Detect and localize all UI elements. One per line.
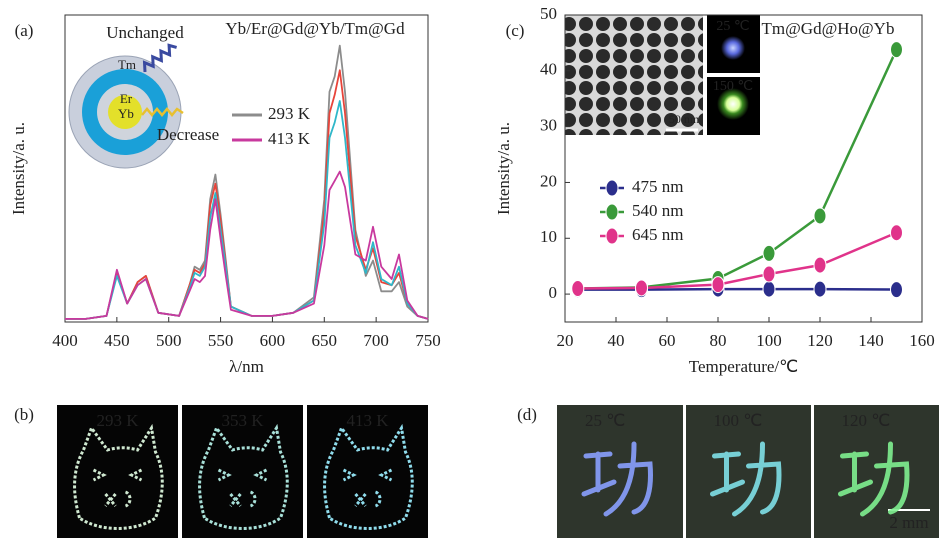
annotation: 25 ℃ <box>716 19 749 34</box>
annotation: 150 ℃ <box>713 79 753 94</box>
data-point <box>814 281 826 297</box>
y-tick-label: 0 <box>549 283 558 302</box>
x-tick-label: 450 <box>104 331 130 350</box>
legend-marker <box>606 204 618 220</box>
y-axis-label: Intensity/a. u. <box>9 122 28 215</box>
legend-label: 540 nm <box>632 201 683 220</box>
legend-marker <box>606 180 618 196</box>
y-tick-label: 40 <box>540 60 557 79</box>
x-axis-label: Temperature/℃ <box>689 357 798 376</box>
annotation: Yb/Er@Gd@Yb/Tm@Gd <box>225 19 405 38</box>
x-tick-label: 40 <box>608 331 625 350</box>
photo-label: 293 K <box>96 411 139 430</box>
data-point <box>572 281 584 297</box>
x-tick-label: 500 <box>156 331 182 350</box>
panel-label: (d) <box>517 405 537 424</box>
x-tick-label: 700 <box>363 331 389 350</box>
y-tick-label: 10 <box>540 227 557 246</box>
y-axis-label: Intensity/a. u. <box>494 122 513 215</box>
x-tick-label: 400 <box>52 331 78 350</box>
annotation: Yb <box>118 106 134 121</box>
x-tick-label: 100 <box>756 331 782 350</box>
x-tick-label: 600 <box>260 331 286 350</box>
photo-label: 100 ℃ <box>714 411 763 430</box>
y-tick-label: 30 <box>540 116 557 135</box>
data-point <box>763 281 775 297</box>
panel-label: (a) <box>15 21 34 40</box>
panel-label: (c) <box>506 21 525 40</box>
y-tick-label: 50 <box>540 4 557 23</box>
series-line <box>578 233 897 289</box>
x-tick-label: 160 <box>909 331 935 350</box>
x-tick-label: 120 <box>807 331 833 350</box>
x-axis-label: λ/nm <box>229 357 264 376</box>
annotation: Er <box>120 91 133 106</box>
data-point <box>814 257 826 273</box>
annotation: Tm@Gd@Ho@Yb <box>762 19 895 38</box>
scale-bar-label: 2 mm <box>889 513 928 532</box>
x-tick-label: 650 <box>312 331 338 350</box>
x-tick-label: 80 <box>710 331 727 350</box>
x-tick-label: 140 <box>858 331 884 350</box>
annotation: Decrease <box>157 125 219 144</box>
panel-label: (b) <box>14 405 34 424</box>
photo-label: 353 K <box>221 411 264 430</box>
x-tick-label: 60 <box>659 331 676 350</box>
legend-label: 475 nm <box>632 177 683 196</box>
legend-marker <box>606 228 618 244</box>
annotation: Tm <box>118 57 136 72</box>
photo-label: 120 ℃ <box>842 411 891 430</box>
data-point <box>636 280 648 296</box>
figure: 400450500550600650700750λ/nmIntensity/a.… <box>0 0 939 538</box>
x-tick-label: 550 <box>208 331 234 350</box>
photo-label: 25 ℃ <box>585 411 625 430</box>
data-point <box>891 282 903 298</box>
data-point <box>891 225 903 241</box>
annotation: Unchanged <box>106 23 184 42</box>
data-point <box>712 277 724 293</box>
data-point <box>763 266 775 282</box>
data-point <box>891 42 903 58</box>
legend-label: 413 K <box>268 129 311 148</box>
x-tick-label: 20 <box>557 331 574 350</box>
legend-label: 293 K <box>268 104 311 123</box>
legend-label: 645 nm <box>632 225 683 244</box>
x-tick-label: 750 <box>415 331 441 350</box>
data-point <box>814 208 826 224</box>
y-tick-label: 20 <box>540 171 557 190</box>
annotation: 50 nm <box>669 112 700 126</box>
data-point <box>763 245 775 261</box>
photo-label: 413 K <box>346 411 389 430</box>
